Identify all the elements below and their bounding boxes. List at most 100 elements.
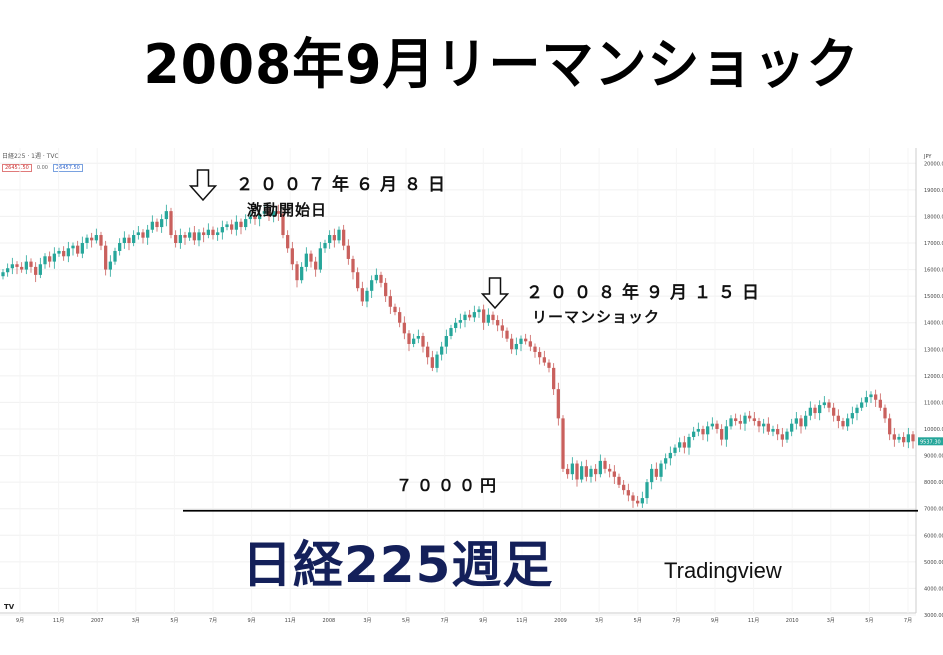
price-badge-sell[interactable]: 26457.50 [2, 164, 32, 172]
candle [552, 367, 556, 390]
x-tick-label: 11月 [516, 618, 527, 624]
candle [412, 338, 416, 344]
candle [220, 227, 224, 233]
candle [328, 235, 332, 243]
last-price-label: 9537.30 [920, 439, 941, 445]
candle [29, 261, 33, 267]
candle [701, 429, 705, 435]
y-tick-label: 20000.00 [924, 161, 943, 167]
x-tick-label: 3月 [827, 618, 835, 624]
candle [225, 224, 229, 228]
candle [850, 413, 854, 419]
candle [668, 452, 672, 459]
candle [878, 399, 882, 408]
candle [62, 250, 66, 257]
y-tick-label: 10000.00 [924, 427, 943, 433]
candle [323, 243, 327, 249]
x-tick-label: 2007 [91, 618, 104, 624]
candle [34, 266, 38, 275]
candle [435, 354, 439, 368]
candle [911, 434, 915, 442]
candle [729, 418, 733, 427]
y-tick-label: 14000.00 [924, 321, 943, 327]
candle [575, 463, 579, 480]
price-badge-spread: 0.00 [36, 165, 48, 171]
candle [6, 268, 10, 273]
candle [174, 235, 178, 243]
candle [440, 346, 444, 355]
last-price-badge [918, 437, 943, 446]
candle [594, 468, 598, 475]
candle [360, 288, 364, 302]
candle [804, 415, 808, 427]
candle [379, 274, 383, 283]
candle [841, 421, 845, 427]
currency-label: JPY [923, 154, 932, 160]
candlestick-chart[interactable]: 3000.00 4000.00 5000.00 6000.00 7000.00 8000.… [0, 148, 943, 655]
candle [132, 235, 136, 243]
candle [757, 421, 761, 427]
candle [514, 343, 518, 350]
candle [654, 468, 658, 477]
candle [897, 436, 901, 440]
candle [682, 442, 686, 448]
candle [449, 328, 453, 336]
candle [178, 235, 182, 243]
candle [738, 421, 742, 424]
candle [267, 211, 271, 217]
x-tick-label: 7月 [672, 618, 680, 624]
candle [458, 320, 462, 323]
candle [85, 237, 89, 243]
candle [351, 258, 355, 273]
candle [71, 245, 75, 249]
x-tick-label: 2009 [554, 618, 567, 624]
candle [491, 314, 495, 321]
candle [192, 232, 196, 241]
candle [468, 314, 472, 318]
candle [580, 466, 584, 480]
candle [902, 436, 906, 443]
candle [454, 322, 458, 329]
annotation-start-note: 激動開始日 [247, 201, 328, 219]
candle [846, 418, 850, 427]
y-tick-label: 12000.00 [924, 374, 943, 380]
candle [706, 426, 710, 435]
candle [421, 336, 425, 347]
chart-area[interactable]: 3000.00 4000.00 5000.00 6000.00 7000.00 8000.… [0, 148, 943, 655]
candle [216, 232, 220, 236]
candle [314, 261, 318, 270]
candle [295, 264, 299, 281]
candle [286, 235, 290, 249]
candle [496, 320, 500, 326]
candle [463, 314, 467, 321]
candle [780, 434, 784, 440]
candle [388, 296, 392, 307]
support-label: ７０００円 [396, 476, 502, 495]
candle [808, 407, 812, 416]
candle [346, 245, 350, 259]
candle [370, 280, 374, 291]
candle [640, 498, 644, 504]
chart-subtitle: 日経225週足 [242, 536, 554, 594]
candle [206, 229, 210, 236]
candle [402, 322, 406, 334]
candle [309, 253, 313, 262]
x-tick-label: 2010 [786, 618, 799, 624]
annotation-lehman-date: ２００８年９月１５日 [526, 283, 766, 303]
tradingview-logo[interactable]: TV [4, 603, 15, 611]
candle [342, 229, 346, 246]
candle [687, 436, 691, 448]
candle [734, 418, 738, 422]
y-tick-label: 5000.00 [924, 560, 943, 566]
candle [547, 362, 551, 368]
candle [108, 261, 112, 270]
down-arrow-start [188, 169, 218, 202]
candle [365, 290, 369, 302]
x-tick-label: 9月 [711, 618, 719, 624]
candle [281, 213, 285, 236]
y-tick-label: 6000.00 [924, 533, 943, 539]
x-tick-label: 9月 [248, 618, 256, 624]
candle [608, 468, 612, 472]
price-badge-buy[interactable]: 26457.50 [53, 164, 83, 172]
x-tick-label: 3月 [132, 618, 140, 624]
